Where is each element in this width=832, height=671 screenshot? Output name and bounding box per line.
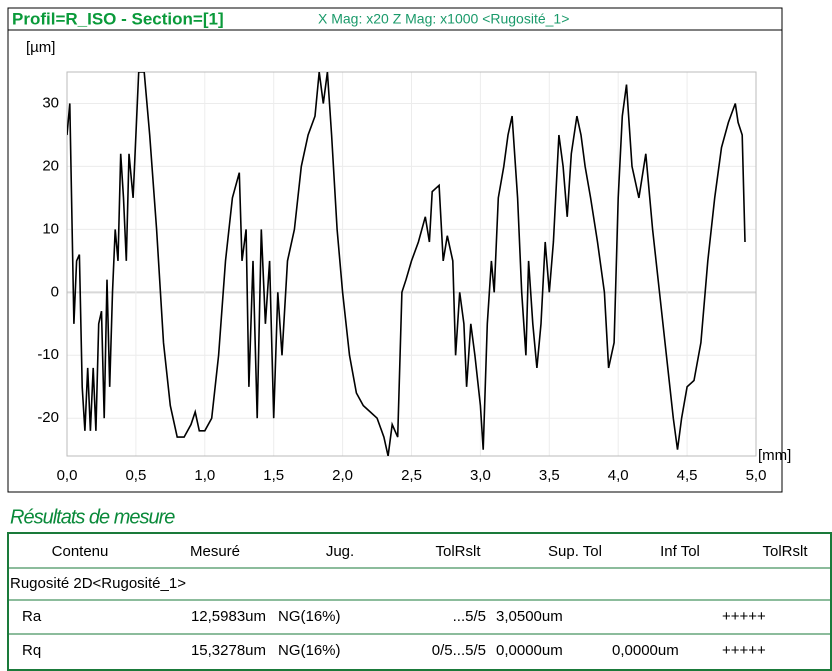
results-table: [7, 532, 832, 671]
table-cell: 15,3278um: [191, 642, 266, 659]
y-axis-label: [µm]: [26, 39, 55, 56]
y-tick-label: 10: [42, 220, 59, 237]
x-tick-label: 0,5: [125, 467, 146, 484]
profile-line: [67, 72, 746, 456]
table-cell: 0,0000um: [612, 642, 679, 659]
table-cell: +++++: [722, 608, 766, 625]
x-tick-label: 4,5: [677, 467, 698, 484]
table-cell: Rq: [22, 642, 41, 659]
table-cell: +++++: [722, 642, 766, 659]
chart-title: Profil=R_ISO - Section=[1]: [12, 9, 224, 28]
group-row: Rugosité 2D<Rugosité_1>: [10, 575, 186, 592]
chart-subtitle: X Mag: x20 Z Mag: x1000 <Rugosité_1>: [318, 11, 569, 27]
results-title: Résultats de mesure: [10, 506, 175, 528]
x-tick-label: 4,0: [608, 467, 629, 484]
y-tick-label: -10: [37, 346, 59, 363]
table-cell: ...5/5: [453, 608, 486, 625]
chart-frame: [7, 7, 783, 493]
x-tick-label: 3,5: [539, 467, 560, 484]
x-tick-label: 2,0: [332, 467, 353, 484]
x-tick-label: 1,0: [194, 467, 215, 484]
table-cell: 0/5...5/5: [432, 642, 486, 659]
column-header: TolRslt: [762, 543, 808, 560]
table-cell: 0,0000um: [496, 642, 563, 659]
column-header: Mesuré: [190, 543, 240, 560]
x-tick-label: 3,0: [470, 467, 491, 484]
table-cell: Ra: [22, 608, 42, 625]
x-tick-label: 1,5: [263, 467, 284, 484]
plot-frame: [66, 71, 757, 457]
y-tick-label: 30: [42, 94, 59, 111]
column-header: Jug.: [326, 543, 354, 560]
column-header: Sup. Tol: [548, 543, 602, 560]
y-tick-label: 0: [51, 283, 59, 300]
table-cell: 3,0500um: [496, 608, 563, 625]
x-tick-label: 5,0: [746, 467, 767, 484]
column-header: Contenu: [52, 543, 109, 560]
table-cell: NG(16%): [278, 608, 341, 625]
x-axis-label: [mm]: [758, 447, 791, 464]
x-tick-label: 0,0: [57, 467, 78, 484]
x-tick-label: 2,5: [401, 467, 422, 484]
table-cell: 12,5983um: [191, 608, 266, 625]
column-header: Inf Tol: [660, 543, 700, 560]
y-tick-label: 20: [42, 157, 59, 174]
table-cell: NG(16%): [278, 642, 341, 659]
y-tick-label: -20: [37, 409, 59, 426]
column-header: TolRslt: [435, 543, 481, 560]
